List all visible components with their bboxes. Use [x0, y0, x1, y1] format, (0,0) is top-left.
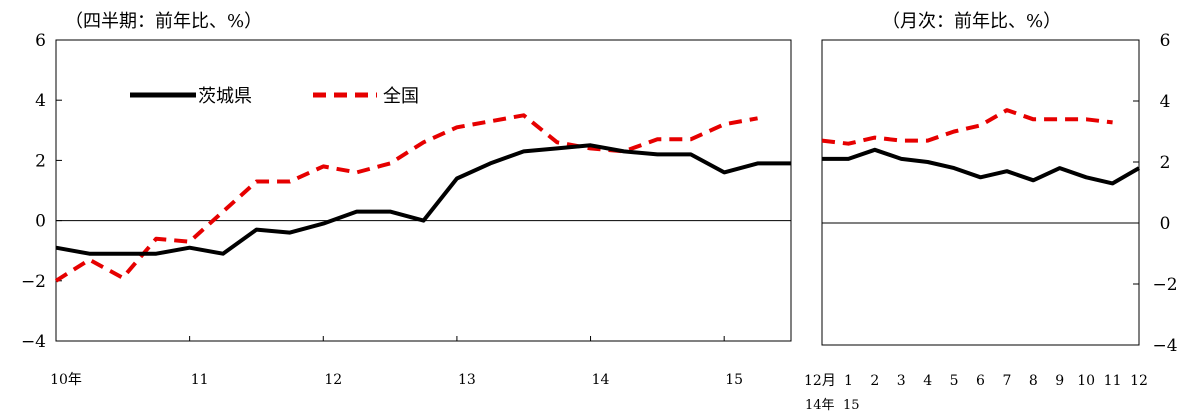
x-tick-label: 5	[950, 373, 959, 389]
y-tick-label: 6	[1160, 31, 1171, 51]
y-tick-label: 6	[35, 31, 46, 51]
quarterly-chart: 6 4 2 0 −2 −4 10年 11 12 13 14 15	[21, 31, 791, 388]
x-tick-label: 13	[458, 372, 476, 388]
y-tick-label: 0	[35, 212, 46, 232]
x-tick-label: 10年	[50, 372, 82, 388]
year-label: 15	[843, 398, 860, 413]
legend-label-ibaraki: 茨城県	[198, 86, 252, 107]
legend-label-national: 全国	[383, 86, 419, 107]
x-tick-label: 14	[592, 372, 610, 388]
y-tick-label: 4	[35, 91, 46, 111]
quarterly-chart-title: （四半期：前年比、%）	[65, 11, 262, 32]
x-tick-label: 11	[191, 372, 209, 388]
x-tick-label: 4	[923, 373, 932, 389]
series-line-ibaraki	[822, 147, 1141, 186]
x-tick-label: 12	[1130, 373, 1148, 389]
series-line-national	[821, 108, 1113, 146]
y-tick-label: 0	[1160, 214, 1171, 234]
y-tick-label: 2	[1160, 153, 1171, 173]
x-tick-label: 7	[1002, 373, 1011, 389]
y-tick-label: 4	[1160, 92, 1171, 112]
x-tick-label: 3	[897, 373, 906, 389]
y-tick-label: −2	[1152, 275, 1177, 295]
y-tick-label: −4	[1152, 336, 1177, 356]
series-line-ibaraki	[55, 143, 791, 256]
year-label: 14年	[805, 398, 835, 413]
x-tick-label: 15	[725, 372, 743, 388]
y-tick-label: −4	[21, 332, 46, 352]
monthly-plot-frame	[821, 39, 1140, 346]
y-tick-label: −2	[21, 272, 46, 292]
legend: 茨城県 全国	[130, 86, 419, 107]
x-tick-label: 12月	[804, 373, 836, 389]
x-tick-label: 2	[870, 373, 879, 389]
x-tick-label: 8	[1029, 373, 1038, 389]
series-line-national	[54, 113, 758, 283]
x-tick-label: 9	[1055, 373, 1064, 389]
x-tick-label: 6	[976, 373, 985, 389]
x-tick-label: 12	[324, 372, 342, 388]
x-tick-label: 11	[1104, 373, 1122, 389]
y-tick-label: 2	[35, 151, 46, 171]
monthly-chart-title: （月次：前年比、%）	[882, 11, 1061, 32]
quarterly-plot-frame	[55, 39, 792, 342]
x-tick-label: 10	[1077, 373, 1095, 389]
x-tick-label: 1	[844, 373, 853, 389]
